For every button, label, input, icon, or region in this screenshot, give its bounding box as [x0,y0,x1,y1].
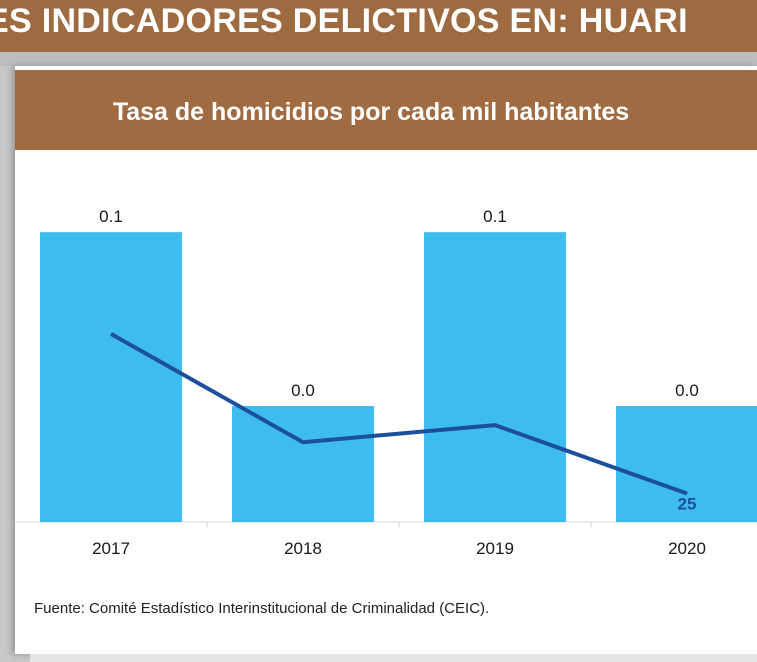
trend-line [110,332,688,496]
bar-2020 [616,406,757,522]
separator-strip [0,52,757,66]
bar-2019 [424,232,566,522]
chart-panel: Tasa de homicidios por cada mil habitant… [15,66,757,654]
bar-value-label: 0.0 [291,381,315,400]
bar-value-label: 0.0 [675,381,699,400]
x-tick-label-2020: 2020 [668,539,706,558]
header-banner: ES INDICADORES DELICTIVOS EN: HUARI [0,0,757,52]
x-tick-label-2017: 2017 [92,539,130,558]
bar-2017 [40,232,182,522]
panel-header: Tasa de homicidios por cada mil habitant… [15,70,757,150]
chart-title: Tasa de homicidios por cada mil habitant… [112,98,630,126]
bar-2018 [232,406,374,522]
bar-value-label: 0.1 [99,207,123,226]
trend-point-label: 25 [678,495,697,514]
bottom-strip [30,654,757,662]
x-tick-label-2019: 2019 [476,539,514,558]
x-tick-label-2018: 2018 [284,539,322,558]
source-note: Fuente: Comité Estadístico Interinstituc… [34,600,490,617]
homicide-rate-chart: 0.1 2017 0.0 2018 0.1 2019 0.0 2020 25 [15,207,757,558]
bar-value-label: 0.1 [483,207,507,226]
header-banner-text: ES INDICADORES DELICTIVOS EN: HUARI [0,2,688,40]
